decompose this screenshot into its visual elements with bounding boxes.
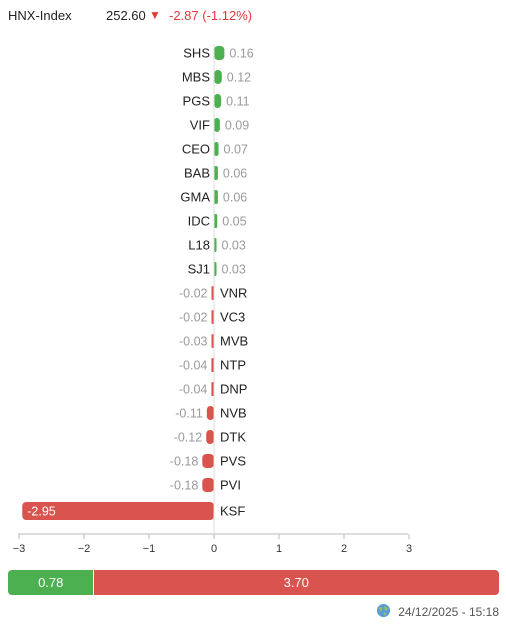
breadth-advance: 0.78	[8, 570, 94, 595]
contribution-chart: SHS 0.16 MBS 0.12 PGS 0.11 VIF 0.09 CEO 0.07 BAB 0.…	[13, 44, 412, 555]
category-label: PGS	[183, 94, 211, 109]
x-tick-label: −2	[78, 543, 91, 555]
value-label: -0.18	[170, 479, 199, 493]
value-label: 0.12	[227, 71, 251, 85]
value-label: -0.02	[179, 311, 208, 325]
bar-vnr	[211, 286, 214, 300]
value-label: 0.06	[223, 167, 247, 181]
value-label: 0.16	[229, 47, 253, 61]
bar-mbs	[214, 70, 222, 84]
bar-pvi	[202, 478, 214, 492]
category-label: PVS	[220, 454, 246, 469]
globe-icon	[377, 603, 391, 618]
category-label: SHS	[183, 46, 210, 61]
value-label: -0.11	[175, 407, 203, 421]
category-label: VIF	[190, 118, 210, 133]
category-label: PVI	[220, 478, 241, 493]
category-label: DTK	[220, 430, 246, 445]
value-label: 0.03	[222, 239, 246, 253]
bar-vc3	[211, 310, 214, 324]
value-label: -0.04	[179, 383, 208, 397]
bar-gma	[214, 190, 218, 204]
bar-ceo	[214, 142, 219, 156]
bar-vif	[214, 118, 220, 132]
category-label: NVB	[220, 406, 247, 421]
breadth-decline: 3.70	[93, 570, 499, 595]
category-label: GMA	[180, 190, 210, 205]
down-arrow-icon: ▼	[149, 8, 161, 22]
value-label: 0.09	[225, 119, 249, 133]
bar-dnp	[211, 382, 214, 396]
category-label: VNR	[220, 286, 247, 301]
x-tick-label: 2	[341, 543, 347, 555]
value-label: 0.03	[222, 263, 246, 277]
bar-ksf	[22, 502, 214, 520]
value-label: 0.05	[222, 215, 246, 229]
x-tick-label: 1	[276, 543, 282, 555]
value-label: -0.12	[174, 431, 203, 445]
bar-l18	[214, 238, 217, 252]
bar-nvb	[206, 406, 214, 420]
category-label: CEO	[182, 142, 210, 157]
market-breadth-bar: 0.78 3.70	[8, 570, 499, 595]
x-tick-label: −3	[13, 543, 26, 555]
index-name: HNX-Index	[8, 8, 72, 23]
category-label: SJ1	[188, 262, 210, 277]
index-change: -2.87 (-1.12%)	[169, 8, 253, 23]
value-label: -0.02	[179, 287, 208, 301]
x-tick-label: 3	[406, 543, 412, 555]
value-label: 0.11	[226, 95, 249, 109]
category-label: MBS	[182, 70, 211, 85]
value-label: -0.18	[170, 455, 199, 469]
category-label: KSF	[220, 504, 245, 519]
category-label: BAB	[184, 166, 210, 181]
bar-pvs	[202, 454, 214, 468]
bar-dtk	[206, 430, 214, 444]
footer: 24/12/2025 - 15:18	[377, 603, 499, 619]
category-label: DNP	[220, 382, 247, 397]
category-label: IDC	[188, 214, 210, 229]
bar-mvb	[211, 334, 214, 348]
bar-ntp	[211, 358, 214, 372]
bar-idc	[214, 214, 218, 228]
value-label: 0.06	[223, 191, 247, 205]
bar-shs	[214, 46, 225, 60]
index-value: 252.60	[106, 8, 146, 23]
value-label: -2.95	[27, 505, 56, 519]
category-label: NTP	[220, 358, 246, 373]
category-label: VC3	[220, 310, 245, 325]
x-tick-label: 0	[211, 543, 217, 555]
value-label: -0.03	[179, 335, 208, 349]
value-label: 0.07	[224, 143, 248, 157]
timestamp: 24/12/2025 - 15:18	[398, 605, 499, 619]
x-tick-label: −1	[143, 543, 156, 555]
category-label: L18	[188, 238, 210, 253]
index-header: HNX-Index 252.60 ▼ -2.87 (-1.12%)	[8, 8, 498, 26]
value-label: -0.04	[179, 359, 208, 373]
category-label: MVB	[220, 334, 248, 349]
bar-bab	[214, 166, 218, 180]
bar-sj1	[214, 262, 217, 276]
bar-pgs	[214, 94, 222, 108]
